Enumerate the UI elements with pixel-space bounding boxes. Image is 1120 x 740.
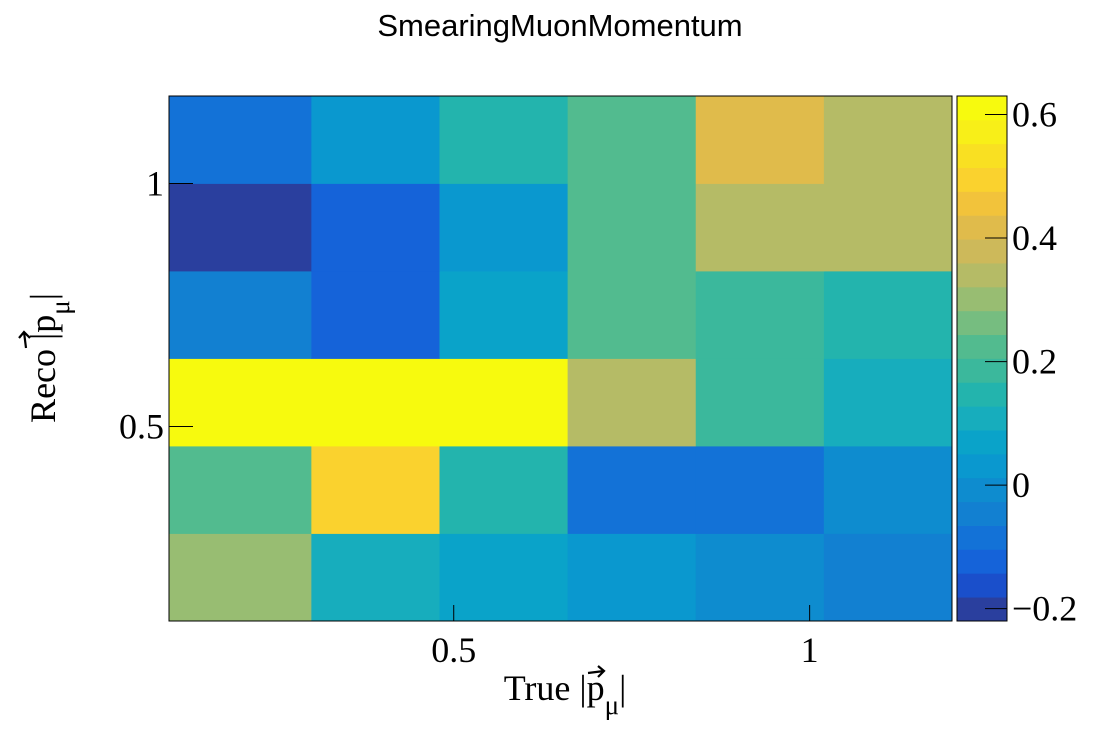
heatmap-cell [439, 183, 569, 272]
y-tick-label: 1 [146, 164, 164, 204]
color-scale-swatch [957, 453, 1007, 479]
heatmap-cell [169, 96, 312, 184]
y-label-vector-arrow [18, 330, 31, 349]
color-scale-swatch [957, 477, 1007, 503]
y-axis-label: Reco |pμ| [23, 293, 75, 423]
heatmap-cell [695, 446, 825, 534]
heatmap-cell [439, 96, 569, 184]
heatmap-cell [823, 533, 953, 622]
heatmap-cell [439, 533, 569, 622]
heatmap-cell [567, 96, 697, 184]
heatmap-cell [695, 96, 825, 184]
heatmap-cell [311, 271, 440, 359]
x-axis: 0.5 1 [431, 605, 819, 670]
color-scale-swatch [957, 406, 1007, 431]
color-scale-swatch [957, 597, 1007, 622]
z-tick-label: −0.2 [1012, 589, 1077, 629]
color-scale-swatch [957, 382, 1007, 407]
heatmap-cell [169, 183, 312, 272]
color-scale-swatch [957, 96, 1007, 121]
heatmap-cell [823, 358, 953, 447]
heatmap-cells [169, 96, 953, 622]
color-scale [956, 95, 1008, 622]
color-scale-swatch [957, 310, 1007, 336]
heatmap-cell [169, 446, 312, 534]
color-scale-swatch [957, 430, 1007, 455]
z-tick-label: 0.6 [1012, 95, 1057, 135]
color-scale-swatch [957, 191, 1007, 216]
heatmap-cell [567, 358, 697, 447]
heatmap-cell [823, 446, 953, 534]
heatmap-cell [695, 271, 825, 359]
heatmap-cell [695, 533, 825, 622]
plot-frame [168, 95, 953, 622]
color-scale-swatch [957, 239, 1007, 264]
y-axis-label-symbol: p [23, 315, 63, 333]
color-scale-swatch [957, 119, 1007, 145]
color-scale-swatch [957, 549, 1007, 574]
x-tick-label: 0.5 [431, 630, 476, 670]
x-label-vector-arrow [587, 665, 606, 678]
color-scale-swatch [957, 286, 1007, 312]
heatmap-cell [311, 446, 440, 534]
color-scale-swatch [957, 263, 1007, 288]
heatmap-cell [823, 183, 953, 272]
color-scale-swatch [957, 215, 1007, 240]
heatmap-cell [311, 358, 440, 447]
heatmap-cell [567, 271, 697, 359]
heatmap-cell [823, 271, 953, 359]
heatmap-cell [567, 533, 697, 622]
z-axis: 0.6 0.4 0.2 0 −0.2 [985, 95, 1077, 629]
z-tick-label: 0.2 [1012, 342, 1057, 382]
x-axis-label: True |pμ| [504, 668, 627, 720]
heatmap-cell [439, 358, 569, 447]
heatmap-cell [567, 446, 697, 534]
x-tick-label: 1 [801, 630, 819, 670]
heatmap-cell [169, 533, 312, 622]
color-scale-swatch [957, 573, 1007, 598]
z-tick-label: 0.4 [1012, 218, 1057, 258]
heatmap-cell [695, 358, 825, 447]
heatmap-cell [439, 271, 569, 359]
color-scale-frame [956, 95, 1008, 622]
z-tick-label: 0 [1012, 465, 1030, 505]
heatmap-cell [567, 183, 697, 272]
chart-title: SmearingMuonMomentum [377, 8, 742, 43]
y-axis-label-subscript: μ [45, 300, 75, 314]
color-scale-swatch [957, 143, 1007, 168]
heatmap-cell [311, 96, 440, 184]
heatmap-cell [169, 358, 312, 447]
heatmap-cell [311, 533, 440, 622]
y-axis: 0.51 [119, 164, 193, 447]
color-scale-swatch [957, 501, 1007, 526]
y-tick-label: 0.5 [119, 407, 164, 447]
heatmap-cell [695, 183, 825, 272]
color-scale-swatch [957, 358, 1007, 383]
x-axis-label-subscript: μ [605, 690, 619, 720]
heatmap-cell [439, 446, 569, 534]
color-scale-swatch [957, 167, 1007, 192]
heatmap-cell [311, 183, 440, 272]
heatmap-cell [823, 96, 953, 184]
color-scale-swatch [957, 334, 1007, 359]
heatmap-cell [169, 271, 312, 359]
x-axis-label-symbol: p [587, 668, 605, 708]
color-scale-swatch [957, 525, 1007, 550]
